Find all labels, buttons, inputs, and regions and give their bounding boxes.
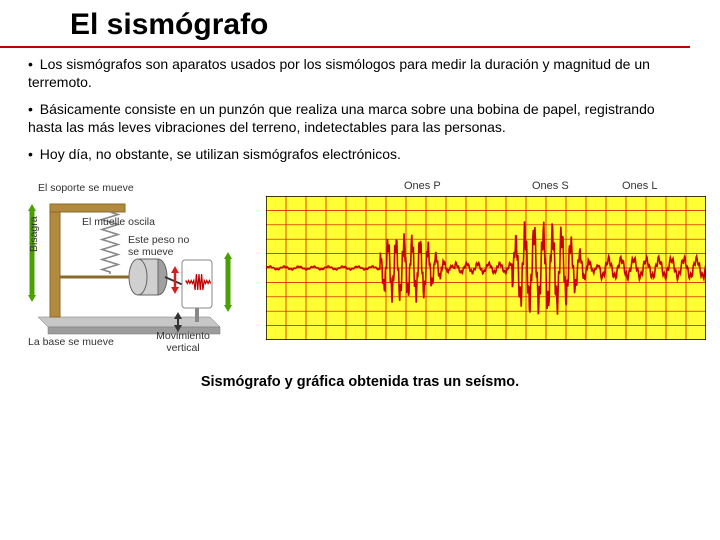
bullet-item: • Básicamente consiste en un punzón que … <box>28 101 692 136</box>
seismograph-device: El soporte se mueve Bisagra El muelle os… <box>10 182 240 347</box>
wave-label-p: Ones P <box>404 180 441 192</box>
seismogram-chart: El tambor se mueve Ones P Ones S Ones L <box>244 182 710 352</box>
label-base: La base se mueve <box>28 336 114 348</box>
bullet-item: • Los sismógrafos son aparatos usados po… <box>28 56 692 91</box>
bullet-text: Los sismógrafos son aparatos usados por … <box>28 56 650 90</box>
figure-row: El soporte se mueve Bisagra El muelle os… <box>0 182 720 352</box>
device-svg <box>10 182 240 347</box>
label-spring: El muelle oscila <box>82 216 155 228</box>
wave-label-l: Ones L <box>622 180 657 192</box>
page-title: El sismógrafo <box>0 0 690 48</box>
label-hinge: Bisagra <box>28 216 40 252</box>
grid-svg <box>266 196 706 340</box>
bullet-list: • Los sismógrafos son aparatos usados po… <box>0 56 720 182</box>
seismogram-grid <box>266 196 706 340</box>
bullet-text: Hoy día, no obstante, se utilizan sismóg… <box>40 146 401 162</box>
bullet-text: Básicamente consiste en un punzón que re… <box>28 101 655 135</box>
label-support: El soporte se mueve <box>38 182 134 194</box>
label-weight: Este peso no se mueve <box>128 234 198 258</box>
wave-label-s: Ones S <box>532 180 569 192</box>
label-movement: Movimiento vertical <box>148 330 218 354</box>
bullet-item: • Hoy día, no obstante, se utilizan sism… <box>28 146 692 164</box>
figure-caption: Sismógrafo y gráfica obtenida tras un se… <box>0 374 720 390</box>
